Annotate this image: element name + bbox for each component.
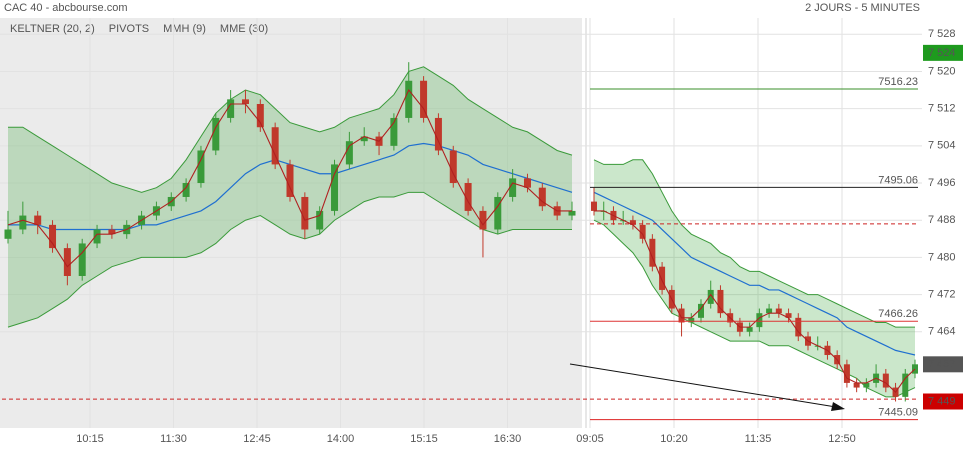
candle-body: [256, 103, 264, 128]
legend-entry: MMH (9): [163, 23, 206, 35]
candle-body: [19, 215, 27, 230]
candle-body: [271, 127, 279, 165]
y-tick-label: 7 480: [928, 251, 956, 263]
candle-body: [227, 99, 235, 118]
mmh-line: [594, 210, 916, 394]
candle-body: [331, 164, 339, 211]
candle-body: [494, 196, 502, 230]
candle-body: [639, 224, 646, 239]
candle-body: [717, 289, 724, 314]
trend-arrow: [569, 363, 837, 408]
price-tag-label: 7 449: [928, 395, 956, 407]
candle-body: [108, 229, 116, 235]
candle-body: [775, 308, 782, 314]
candle-body: [301, 196, 309, 230]
y-tick-label: 7 464: [928, 326, 956, 338]
candle-body: [863, 382, 870, 388]
y-tick-label: 7 512: [928, 103, 956, 115]
candle-body: [78, 243, 86, 276]
x-tick-label: 09:05: [576, 433, 604, 445]
candle-body: [63, 248, 71, 276]
candle-body: [479, 210, 487, 230]
candle-body: [93, 229, 101, 244]
candle-body: [785, 313, 792, 318]
candle-body: [882, 373, 889, 388]
candle-body: [197, 150, 205, 184]
candle-body: [698, 303, 704, 318]
pivot-label: 7466.26: [878, 308, 918, 320]
candle-body: [286, 164, 294, 197]
candle-body: [241, 99, 249, 104]
keltner-line: [8, 66, 573, 193]
legend-entry: KELTNER (20, 2): [10, 23, 95, 35]
x-tick-label: 10:15: [76, 433, 104, 445]
y-tick-label: 7 488: [928, 214, 956, 226]
candle-body: [649, 238, 656, 267]
price-tag: [923, 356, 963, 373]
candle-body: [49, 224, 57, 249]
candle-body: [182, 183, 190, 197]
x-tick-label: 10:20: [660, 433, 688, 445]
candle-body: [591, 201, 597, 211]
candle-body: [843, 364, 850, 383]
legend-entry: PIVOTS: [109, 23, 149, 35]
x-tick-label: 14:00: [327, 433, 355, 445]
candle-body: [678, 308, 685, 323]
pivot-label: 7495.06: [878, 174, 918, 186]
candle-body: [688, 317, 695, 323]
candle-body: [629, 220, 636, 225]
candle-body: [707, 289, 714, 304]
pivot-label: 7516.23: [878, 76, 918, 88]
candle-body: [756, 313, 763, 328]
y-tick-label: 7 504: [928, 140, 956, 152]
chart-title: CAC 40 - abcbourse.com: [4, 2, 128, 14]
chart-subtitle: 2 JOURS - 5 MINUTES: [805, 2, 920, 14]
x-tick-label: 11:30: [160, 433, 187, 445]
price-tag-label: 7 457: [928, 358, 956, 370]
candle-body: [345, 141, 353, 165]
mme-line: [593, 191, 916, 356]
candle-body: [34, 215, 42, 225]
y-tick-label: 7 520: [928, 65, 956, 77]
candle-body: [538, 187, 546, 207]
keltner-line: [7, 191, 572, 328]
candle-body: [4, 229, 12, 239]
candle-body: [464, 183, 472, 211]
y-tick-label: 7 528: [928, 28, 956, 40]
candle-body: [766, 308, 773, 314]
candle-body: [568, 210, 576, 216]
keltner-band: [594, 159, 915, 397]
pivot-label: 7445.09: [878, 407, 918, 419]
x-tick-label: 16:30: [494, 433, 522, 445]
x-tick-label: 15:15: [410, 433, 438, 445]
mmh-line: [7, 89, 572, 268]
x-tick-label: 12:50: [828, 433, 856, 445]
keltner-line: [593, 159, 915, 328]
x-tick-label: 12:45: [243, 433, 271, 445]
candle-body: [434, 117, 442, 151]
price-tag: [923, 44, 963, 61]
candle-body: [316, 210, 324, 230]
candle-body: [795, 317, 802, 337]
candle-body: [449, 150, 457, 184]
legend-entry: MME (30): [220, 23, 268, 35]
candle-body: [902, 373, 909, 397]
x-tick-label: 11:35: [745, 433, 772, 445]
candle-body: [509, 178, 517, 197]
trend-arrowhead: [831, 402, 845, 411]
candle-body: [420, 80, 428, 118]
candle-body: [659, 266, 666, 290]
candle-body: [405, 80, 413, 118]
y-tick-label: 7 472: [928, 288, 956, 300]
price-tag: [923, 393, 963, 410]
candle-body: [853, 382, 860, 388]
candle-body: [212, 117, 220, 151]
price-tag-label: 7 524: [928, 47, 956, 59]
candle-body: [523, 178, 531, 188]
candle-body: [390, 117, 398, 146]
candle-body: [360, 136, 368, 142]
y-tick-label: 7 496: [928, 177, 956, 189]
candle-body: [746, 327, 753, 332]
